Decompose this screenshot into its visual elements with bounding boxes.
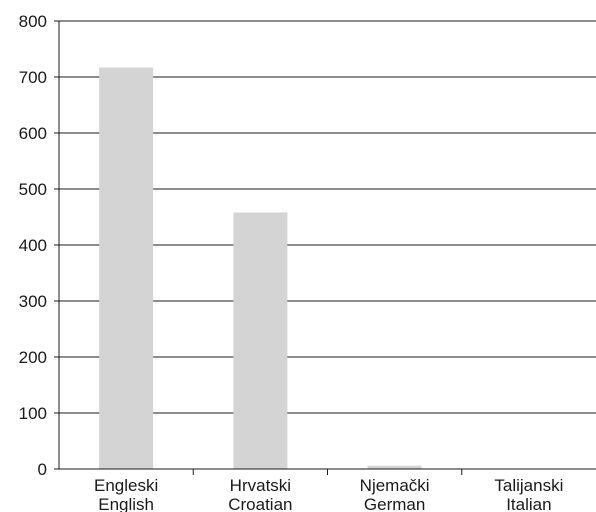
y-tick-labels: 0 100 200 300 400 500 600 700 800: [19, 12, 47, 479]
x-category-label-translation: German: [364, 495, 425, 512]
y-tick-label: 200: [19, 348, 47, 367]
y-tick-label: 700: [19, 68, 47, 87]
y-tick-label: 0: [38, 460, 47, 479]
y-tick-label: 600: [19, 124, 47, 143]
y-tick-label: 800: [19, 12, 47, 31]
x-category-label: Talijanski: [494, 476, 563, 495]
bar: [99, 67, 154, 469]
x-category-label-translation: English: [98, 495, 154, 512]
bar: [367, 465, 422, 469]
bar: [233, 212, 288, 469]
y-tick-label: 100: [19, 404, 47, 423]
x-category-label: Njemački: [360, 476, 430, 495]
axes: [54, 20, 596, 475]
bars: [99, 67, 422, 469]
y-tick-label: 500: [19, 180, 47, 199]
x-category-label-translation: Italian: [506, 495, 551, 512]
y-tick-label: 400: [19, 236, 47, 255]
x-category-label: Hrvatski: [230, 476, 291, 495]
x-category-label-translation: Croatian: [228, 495, 292, 512]
y-tick-label: 300: [19, 292, 47, 311]
x-category-label: Engleski: [94, 476, 158, 495]
